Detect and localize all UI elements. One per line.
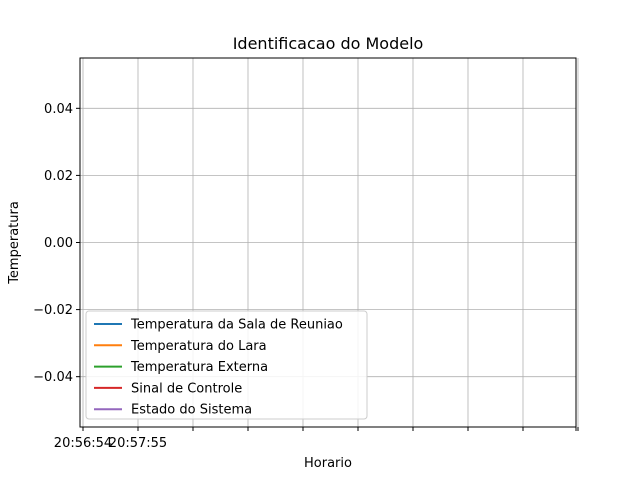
y-axis-ticks: 0.04 0.02 0.00 −0.02 −0.04	[33, 102, 80, 385]
x-axis-label: Horario	[304, 456, 352, 471]
legend-entry: Temperatura da Sala de Reuniao	[130, 318, 343, 333]
legend-entry: Temperatura Externa	[130, 360, 268, 375]
y-tick-label: 0.00	[44, 236, 73, 251]
y-tick-label: −0.04	[33, 370, 73, 385]
y-tick-label: 0.04	[44, 102, 73, 117]
y-tick-label: −0.02	[33, 303, 73, 318]
x-tick-label: 20:57:55	[109, 436, 167, 451]
chart-title: Identificacao do Modelo	[233, 34, 424, 53]
legend-entry: Sinal de Controle	[131, 381, 242, 396]
legend-entry: Temperatura do Lara	[130, 339, 267, 354]
legend-box	[85, 310, 368, 420]
x-tick-label: 20:56:54	[54, 436, 112, 451]
legend-entry: Estado do Sistema	[131, 403, 252, 418]
y-tick-label: 0.02	[44, 169, 73, 184]
legend: Temperatura da Sala de Reuniao Temperatur…	[85, 310, 368, 420]
y-axis-label: Temperatura	[7, 201, 22, 285]
